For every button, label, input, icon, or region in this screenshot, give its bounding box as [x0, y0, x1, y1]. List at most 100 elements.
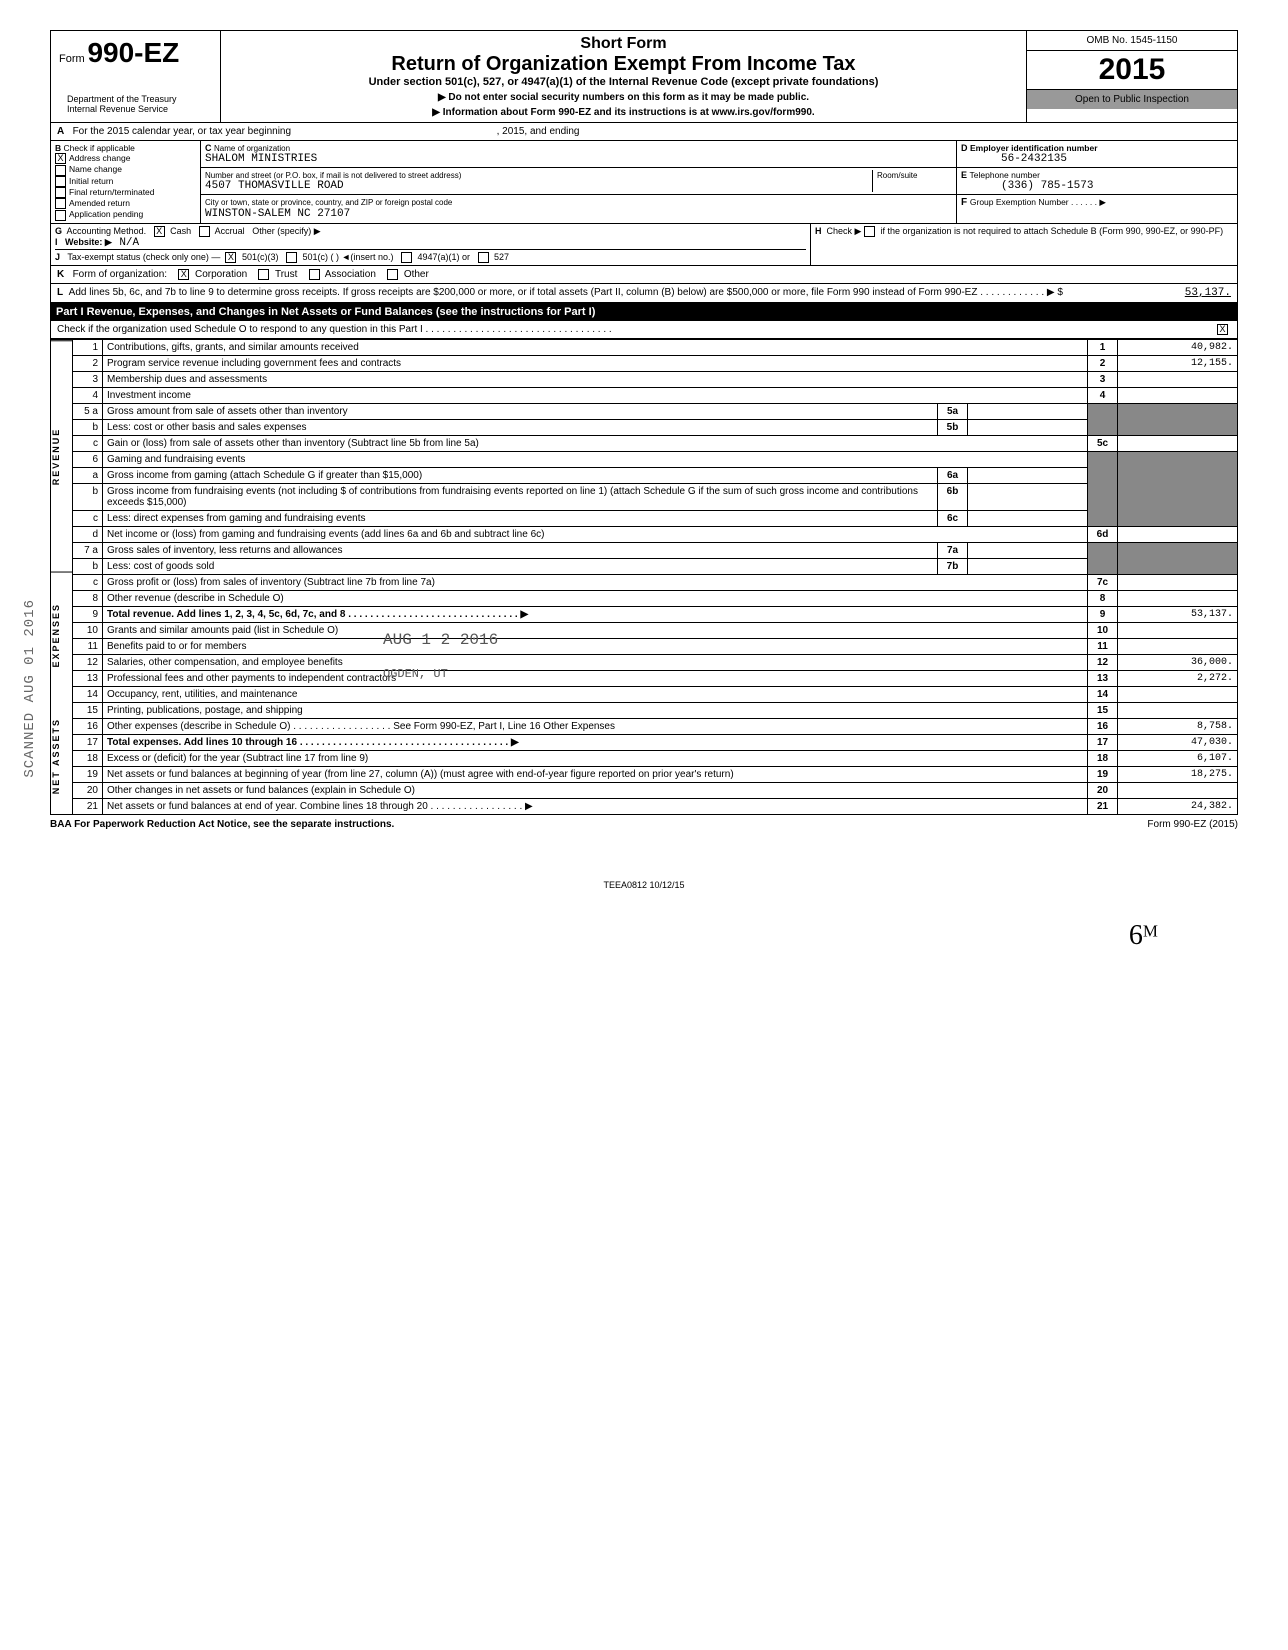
n19: 19: [87, 769, 98, 780]
a21: 24,382.: [1118, 798, 1238, 814]
j-501c3: 501(c)(3): [242, 252, 279, 262]
chk-501c[interactable]: [286, 252, 297, 263]
n6d: d: [92, 529, 98, 540]
row-h: H Check ▶ if the organization is not req…: [811, 224, 1237, 265]
t6a: Gross income from gaming (attach Schedul…: [107, 470, 422, 481]
rowA-text: For the 2015 calendar year, or tax year …: [73, 126, 291, 137]
line-3: 3Membership dues and assessments3: [73, 371, 1238, 387]
city-row: City or town, state or province, country…: [201, 195, 956, 222]
chk-name-change[interactable]: [55, 165, 66, 176]
n12: 12: [87, 657, 98, 668]
chk-other[interactable]: [387, 269, 398, 280]
chk-corp[interactable]: X: [178, 269, 189, 280]
note2: ▶ Information about Form 990-EZ and its …: [229, 107, 1018, 118]
block-bcdef: B Check if applicable XAddress change Na…: [50, 141, 1238, 224]
chk-527[interactable]: [478, 252, 489, 263]
t4: Investment income: [107, 390, 191, 401]
line-8: 8Other revenue (describe in Schedule O)8: [73, 590, 1238, 606]
group-label: Group Exemption Number . . . . . . ▶: [970, 197, 1106, 207]
stamp-location: OGDEN, UT: [383, 667, 448, 681]
n8: 8: [92, 593, 98, 604]
label-i: I: [55, 237, 58, 247]
dept2: Internal Revenue Service: [67, 104, 204, 114]
accrual-label: Accrual: [215, 226, 245, 236]
a13: 2,272.: [1118, 670, 1238, 686]
t8: Other revenue (describe in Schedule O): [107, 593, 284, 604]
sub7a: 7a: [938, 542, 968, 558]
part1-check-text: Check if the organization used Schedule …: [57, 324, 1217, 335]
chk-scheduleO[interactable]: X: [1217, 324, 1228, 335]
line-1: 1Contributions, gifts, grants, and simil…: [73, 339, 1238, 355]
b-item-4: Amended return: [69, 198, 130, 208]
t16: Other expenses (describe in Schedule O) …: [107, 721, 615, 732]
dept1: Department of the Treasury: [67, 94, 204, 104]
j-501c: 501(c) (: [303, 252, 334, 262]
side-netassets: NET ASSETS: [51, 698, 72, 814]
n1: 1: [92, 342, 98, 353]
line-11: 11 Benefits paid to or for members AUG 1…: [73, 638, 1238, 654]
header-center: Short Form Return of Organization Exempt…: [221, 31, 1027, 122]
row-ghi: G Accounting Method. X Cash Accrual Othe…: [50, 224, 1238, 266]
b-item-0: Address change: [69, 153, 130, 163]
header-left: Form 990-EZ Department of the Treasury I…: [51, 31, 221, 122]
a19: 18,275.: [1118, 766, 1238, 782]
chk-trust[interactable]: [258, 269, 269, 280]
chk-cash[interactable]: X: [154, 226, 165, 237]
k-trust: Trust: [275, 269, 297, 280]
group-row: F Group Exemption Number . . . . . . ▶: [957, 195, 1237, 210]
n4: 4: [92, 390, 98, 401]
line-5c: cGain or (loss) from sale of assets othe…: [73, 435, 1238, 451]
main-title: Return of Organization Exempt From Incom…: [229, 53, 1018, 76]
n7b: b: [92, 561, 98, 572]
a1: 40,982.: [1118, 339, 1238, 355]
n6: 6: [92, 454, 98, 465]
chk-address-change[interactable]: X: [55, 153, 66, 164]
a14: [1118, 686, 1238, 702]
n15: 15: [87, 705, 98, 716]
chk-app-pending[interactable]: [55, 210, 66, 221]
label-f: F: [961, 197, 967, 208]
chk-final-return[interactable]: [55, 187, 66, 198]
t3: Membership dues and assessments: [107, 374, 267, 385]
b-item-5: Application pending: [69, 209, 143, 219]
chk-initial-return[interactable]: [55, 176, 66, 187]
n6a: a: [92, 470, 98, 481]
line-17: 17Total expenses. Add lines 10 through 1…: [73, 734, 1238, 750]
line-5a: 5 aGross amount from sale of assets othe…: [73, 403, 1238, 419]
sub7b: 7b: [938, 558, 968, 574]
label-c: C: [205, 143, 212, 153]
part1-label: Part I: [56, 306, 84, 318]
col-c: C Name of organization SHALOM MINISTRIES…: [201, 141, 957, 223]
chk-accrual[interactable]: [199, 226, 210, 237]
a20: [1118, 782, 1238, 798]
footer-mid: TEEA0812 10/12/15: [50, 880, 1238, 890]
a8: [1118, 590, 1238, 606]
chk-schedB[interactable]: [864, 226, 875, 237]
chk-amended[interactable]: [55, 198, 66, 209]
form-page: Form 990-EZ Department of the Treasury I…: [50, 30, 1238, 952]
tel-label: Telephone number: [970, 170, 1040, 180]
label-k: K: [57, 269, 64, 280]
b-item-1: Name change: [69, 164, 122, 174]
j-insert: ) ◄(insert no.): [336, 252, 393, 262]
line-7c: cGross profit or (loss) from sales of in…: [73, 574, 1238, 590]
ein-value: 56-2432135: [961, 153, 1067, 165]
t17: Total expenses. Add lines 10 through 16 …: [107, 737, 519, 748]
line-4: 4Investment income4: [73, 387, 1238, 403]
n20: 20: [87, 785, 98, 796]
n11: 11: [88, 641, 98, 652]
line-5b: bLess: cost or other basis and sales exp…: [73, 419, 1238, 435]
page-footer: BAA For Paperwork Reduction Act Notice, …: [50, 819, 1238, 830]
chk-4947[interactable]: [401, 252, 412, 263]
label-b: B: [55, 143, 61, 153]
h-text: Check ▶: [827, 226, 862, 236]
chk-assoc[interactable]: [309, 269, 320, 280]
rn7c: 7c: [1088, 574, 1118, 590]
row-k: K Form of organization: X Corporation Tr…: [50, 266, 1238, 284]
t9: Total revenue. Add lines 1, 2, 3, 4, 5c,…: [107, 609, 528, 620]
n6b: b: [92, 486, 98, 497]
a12: 36,000.: [1118, 654, 1238, 670]
t12: Salaries, other compensation, and employ…: [107, 657, 343, 668]
label-d: D: [961, 143, 968, 153]
chk-501c3[interactable]: X: [225, 252, 236, 263]
